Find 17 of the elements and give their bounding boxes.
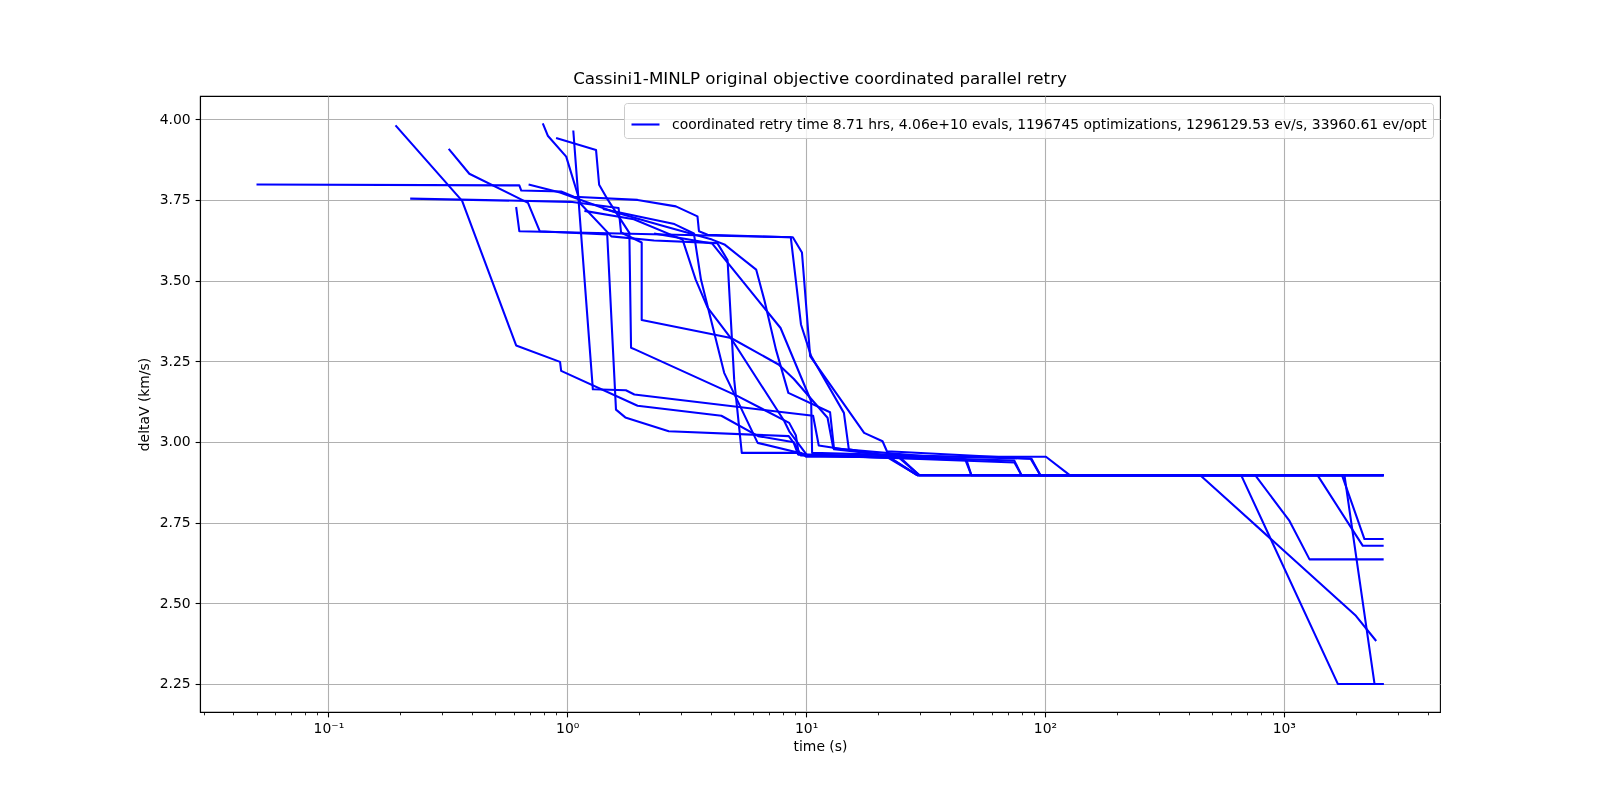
y-tick-label: 3.50 [159,272,191,289]
x-tick-label: 10⁻¹ [313,720,345,737]
y-tick-label: 2.25 [159,675,191,692]
x-tick-label: 10² [1033,720,1058,737]
x-axis-title: time (s) [793,738,848,755]
y-tick-label: 2.75 [159,514,191,531]
x-tick-label: 10¹ [794,720,819,737]
y-axis-title: deltaV (km/s) [135,357,152,452]
x-tick-label: 10⁰ [556,720,580,737]
x-tick-label: 10³ [1272,720,1296,737]
y-tick-label: 3.00 [159,433,191,450]
y-tick-label: 2.50 [159,594,191,611]
y-tick-label: 3.25 [159,352,191,369]
y-tick-label: 3.75 [159,191,191,208]
chart-title: Cassini1-MINLP original objective coordinated parallel retry [573,68,1067,89]
legend-label: coordinated retry time 8.71 hrs, 4.06e+10 evals, 1196745 optimizations, 1296129.53 ev/s, 33960.61 ev/opt [672,115,1428,132]
y-tick-label: 4.00 [159,110,191,127]
